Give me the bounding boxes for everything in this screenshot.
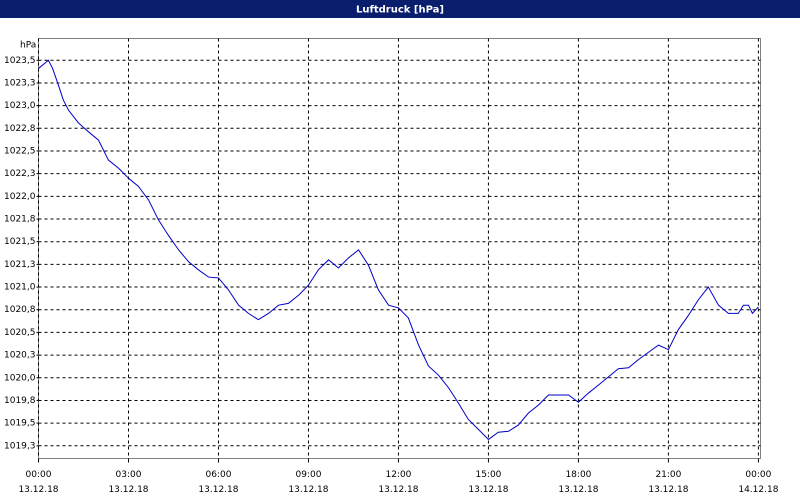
x-tick-label: 03:00	[116, 470, 142, 480]
x-tick-date: 13.12.18	[558, 485, 598, 495]
x-tick-date: 13.12.18	[468, 485, 508, 495]
y-axis-label: hPa	[20, 41, 36, 51]
y-tick-label: 1019,8	[4, 396, 36, 406]
y-tick-label: 1021,8	[4, 215, 36, 225]
x-tick-label: 18:00	[565, 470, 591, 480]
y-tick-label: 1022,8	[4, 124, 36, 134]
y-tick-label: 1019,5	[4, 419, 36, 429]
y-tick-label: 1023,5	[4, 56, 36, 66]
x-tick-label: 21:00	[655, 470, 681, 480]
y-tick-label: 1020,0	[4, 373, 36, 383]
x-tick-label: 06:00	[206, 470, 232, 480]
y-tick-label: 1022,5	[4, 146, 36, 156]
title-bar	[0, 0, 800, 18]
chart-title: Luftdruck [hPa]	[356, 5, 444, 16]
y-tick-label: 1019,3	[4, 441, 36, 451]
line-series	[38, 59, 759, 441]
y-tick-label: 1022,0	[4, 192, 36, 202]
y-tick-label: 1020,3	[4, 351, 36, 361]
x-tick-label: 00:00	[26, 470, 52, 480]
x-tick-date: 13.12.18	[288, 485, 328, 495]
y-tick-label: 1022,3	[4, 169, 36, 179]
x-tick-date: 14.12.18	[738, 485, 778, 495]
y-tick-label: 1023,3	[4, 78, 36, 88]
y-tick-label: 1021,0	[4, 283, 36, 293]
y-tick-label: 1020,8	[4, 305, 36, 315]
y-tick-label: 1020,5	[4, 328, 36, 338]
x-tick-date: 13.12.18	[18, 485, 58, 495]
y-tick-label: 1021,5	[4, 237, 36, 247]
x-tick-label: 12:00	[385, 470, 411, 480]
x-tick-date: 13.12.18	[198, 485, 238, 495]
x-tick-label: 09:00	[295, 470, 321, 480]
x-tick-label: 00:00	[745, 470, 771, 480]
y-tick-label: 1021,3	[4, 260, 36, 270]
x-tick-label: 15:00	[475, 470, 501, 480]
x-tick-date: 13.12.18	[648, 485, 688, 495]
y-tick-label: 1023,0	[4, 101, 36, 111]
x-tick-date: 13.12.18	[378, 485, 418, 495]
x-tick-date: 13.12.18	[108, 485, 148, 495]
